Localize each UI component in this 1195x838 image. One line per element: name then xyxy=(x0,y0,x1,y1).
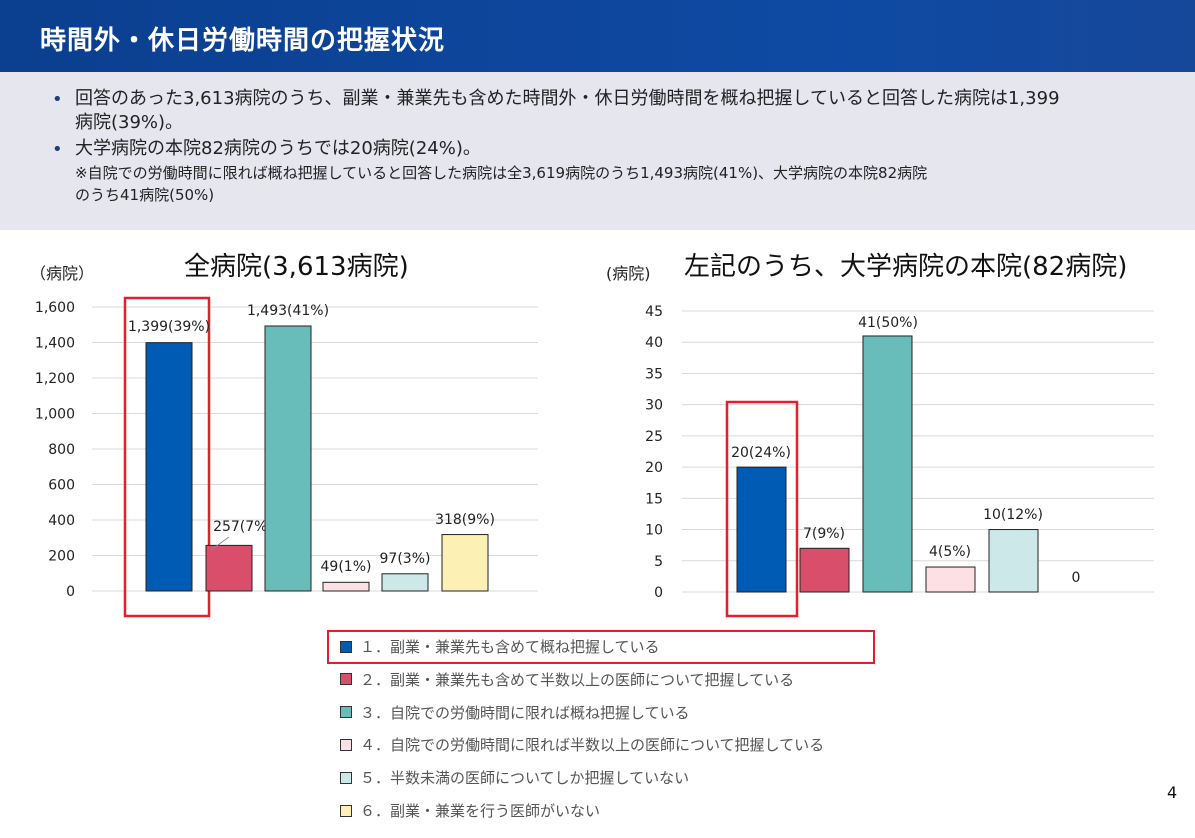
legend-label: ５．半数未満の医師についてしか把握していない xyxy=(360,769,690,788)
data-label-1: 1,399(39%) xyxy=(128,319,210,335)
page-title: 時間外・休日労働時間の把握状況 xyxy=(40,26,446,56)
legend-swatch xyxy=(340,706,352,719)
y-tick-label: 15 xyxy=(645,491,663,507)
y-tick-label: 30 xyxy=(645,398,663,414)
legend-swatch xyxy=(340,771,352,784)
y-tick-label: 1,000 xyxy=(35,407,75,423)
legend-label: ２．副業・兼業先も含めて半数以上の医師について把握している xyxy=(360,670,795,689)
data-label-1: 20(24%) xyxy=(731,445,791,461)
right-chart-title: 左記のうち、大学病院の本院(82病院) xyxy=(684,252,1128,282)
legend-swatch xyxy=(340,640,352,653)
bar-2 xyxy=(799,547,850,593)
y-tick-label: 45 xyxy=(645,304,663,320)
bar-1 xyxy=(736,466,787,593)
legend-label: ３．自院での労働時間に限れば概ね把握している xyxy=(360,703,690,722)
data-label-6: 0 xyxy=(1072,570,1081,586)
y-tick-label: 800 xyxy=(48,442,75,458)
y-tick-label: 0 xyxy=(66,584,75,600)
bar-3 xyxy=(862,335,913,593)
summary-line-1b: 病院(39%)。 xyxy=(75,112,184,133)
legend-item-1: １．副業・兼業先も含めて概ね把握している xyxy=(340,636,660,657)
y-tick-label: 200 xyxy=(48,549,75,565)
legend-item-4: ４．自院での労働時間に限れば半数以上の医師について把握している xyxy=(340,734,824,755)
legend-label: １．副業・兼業先も含めて概ね把握している xyxy=(360,638,660,656)
bar-6 xyxy=(441,534,489,592)
right-bar-chart: 0 5 10 15 20 25 30 35 40 45 20(24%) 7(9%) 41(50%) 4(5… xyxy=(645,304,1154,618)
legend-highlight-box xyxy=(327,630,875,664)
legend-item-3: ３．自院での労働時間に限れば概ね把握している xyxy=(340,702,690,723)
data-label-4: 49(1%) xyxy=(321,559,372,575)
left-chart-unit: （病院） xyxy=(30,264,95,283)
y-tick-label: 1,400 xyxy=(35,336,75,352)
y-tick-label: 25 xyxy=(645,429,663,445)
bar-2 xyxy=(205,544,253,592)
y-tick-label: 0 xyxy=(654,585,663,601)
summary-note-1: ※自院での労働時間に限れば概ね把握していると回答した病院は全3,619病院のうち… xyxy=(75,164,928,182)
bar-4 xyxy=(925,566,976,593)
bullet-2: • xyxy=(52,139,63,160)
y-tick-label: 1,600 xyxy=(35,300,75,316)
bar-3 xyxy=(264,325,312,592)
data-label-6: 318(9%) xyxy=(435,512,495,528)
highlight-box xyxy=(123,296,211,618)
legend-swatch xyxy=(340,673,352,686)
leader-line xyxy=(210,536,230,551)
data-label-3: 1,493(41%) xyxy=(247,303,329,319)
data-label-2: 7(9%) xyxy=(803,526,845,542)
summary-note-2: のうち41病院(50%) xyxy=(75,186,215,204)
bar-5 xyxy=(988,529,1039,593)
y-tick-label: 20 xyxy=(645,460,663,476)
data-label-4: 4(5%) xyxy=(929,544,971,560)
y-tick-label: 40 xyxy=(645,335,663,351)
bullet-1: • xyxy=(52,89,63,110)
legend-swatch xyxy=(340,738,352,751)
summary-line-1a: 回答のあった3,613病院のうち、副業・兼業先も含めた時間外・休日労働時間を概ね… xyxy=(75,88,1060,109)
page-number: 4 xyxy=(1167,783,1178,802)
legend-item-2: ２．副業・兼業先も含めて半数以上の医師について把握している xyxy=(340,669,794,690)
legend-label: ４．自院での労働時間に限れば半数以上の医師について把握している xyxy=(360,736,825,755)
data-label-5: 10(12%) xyxy=(983,507,1043,523)
y-tick-label: 1,200 xyxy=(35,371,75,387)
data-label-5: 97(3%) xyxy=(380,551,431,567)
legend-label: ６．副業・兼業を行う医師がいない xyxy=(360,802,601,820)
data-label-3: 41(50%) xyxy=(858,315,918,331)
y-tick-label: 600 xyxy=(48,478,75,494)
left-bar-chart: 0 200 400 600 800 1,000 1,200 1,400 1,600 1,399(3… xyxy=(35,296,538,618)
bar-1 xyxy=(145,342,193,592)
y-tick-label: 35 xyxy=(645,366,663,382)
bar-4 xyxy=(322,581,370,592)
left-chart-title: 全病院(3,613病院) xyxy=(184,252,409,282)
y-tick-label: 5 xyxy=(654,554,663,570)
data-label-2: 257(7%) xyxy=(213,519,273,535)
header-bar: 時間外・休日労働時間の把握状況 xyxy=(0,0,1195,72)
legend-swatch xyxy=(340,804,352,817)
summary-box: • 回答のあった3,613病院のうち、副業・兼業先も含めた時間外・休日労働時間を… xyxy=(0,72,1195,230)
y-tick-label: 400 xyxy=(48,513,75,529)
bar-5 xyxy=(381,573,429,592)
right-chart-unit: (病院) xyxy=(606,264,651,283)
legend-item-5: ５．半数未満の医師についてしか把握していない xyxy=(340,767,689,788)
y-tick-label: 10 xyxy=(645,523,663,539)
legend-item-6: ６．副業・兼業を行う医師がいない xyxy=(340,800,600,821)
summary-line-2: 大学病院の本院82病院のうちでは20病院(24%)。 xyxy=(75,138,481,159)
highlight-box xyxy=(725,400,799,618)
